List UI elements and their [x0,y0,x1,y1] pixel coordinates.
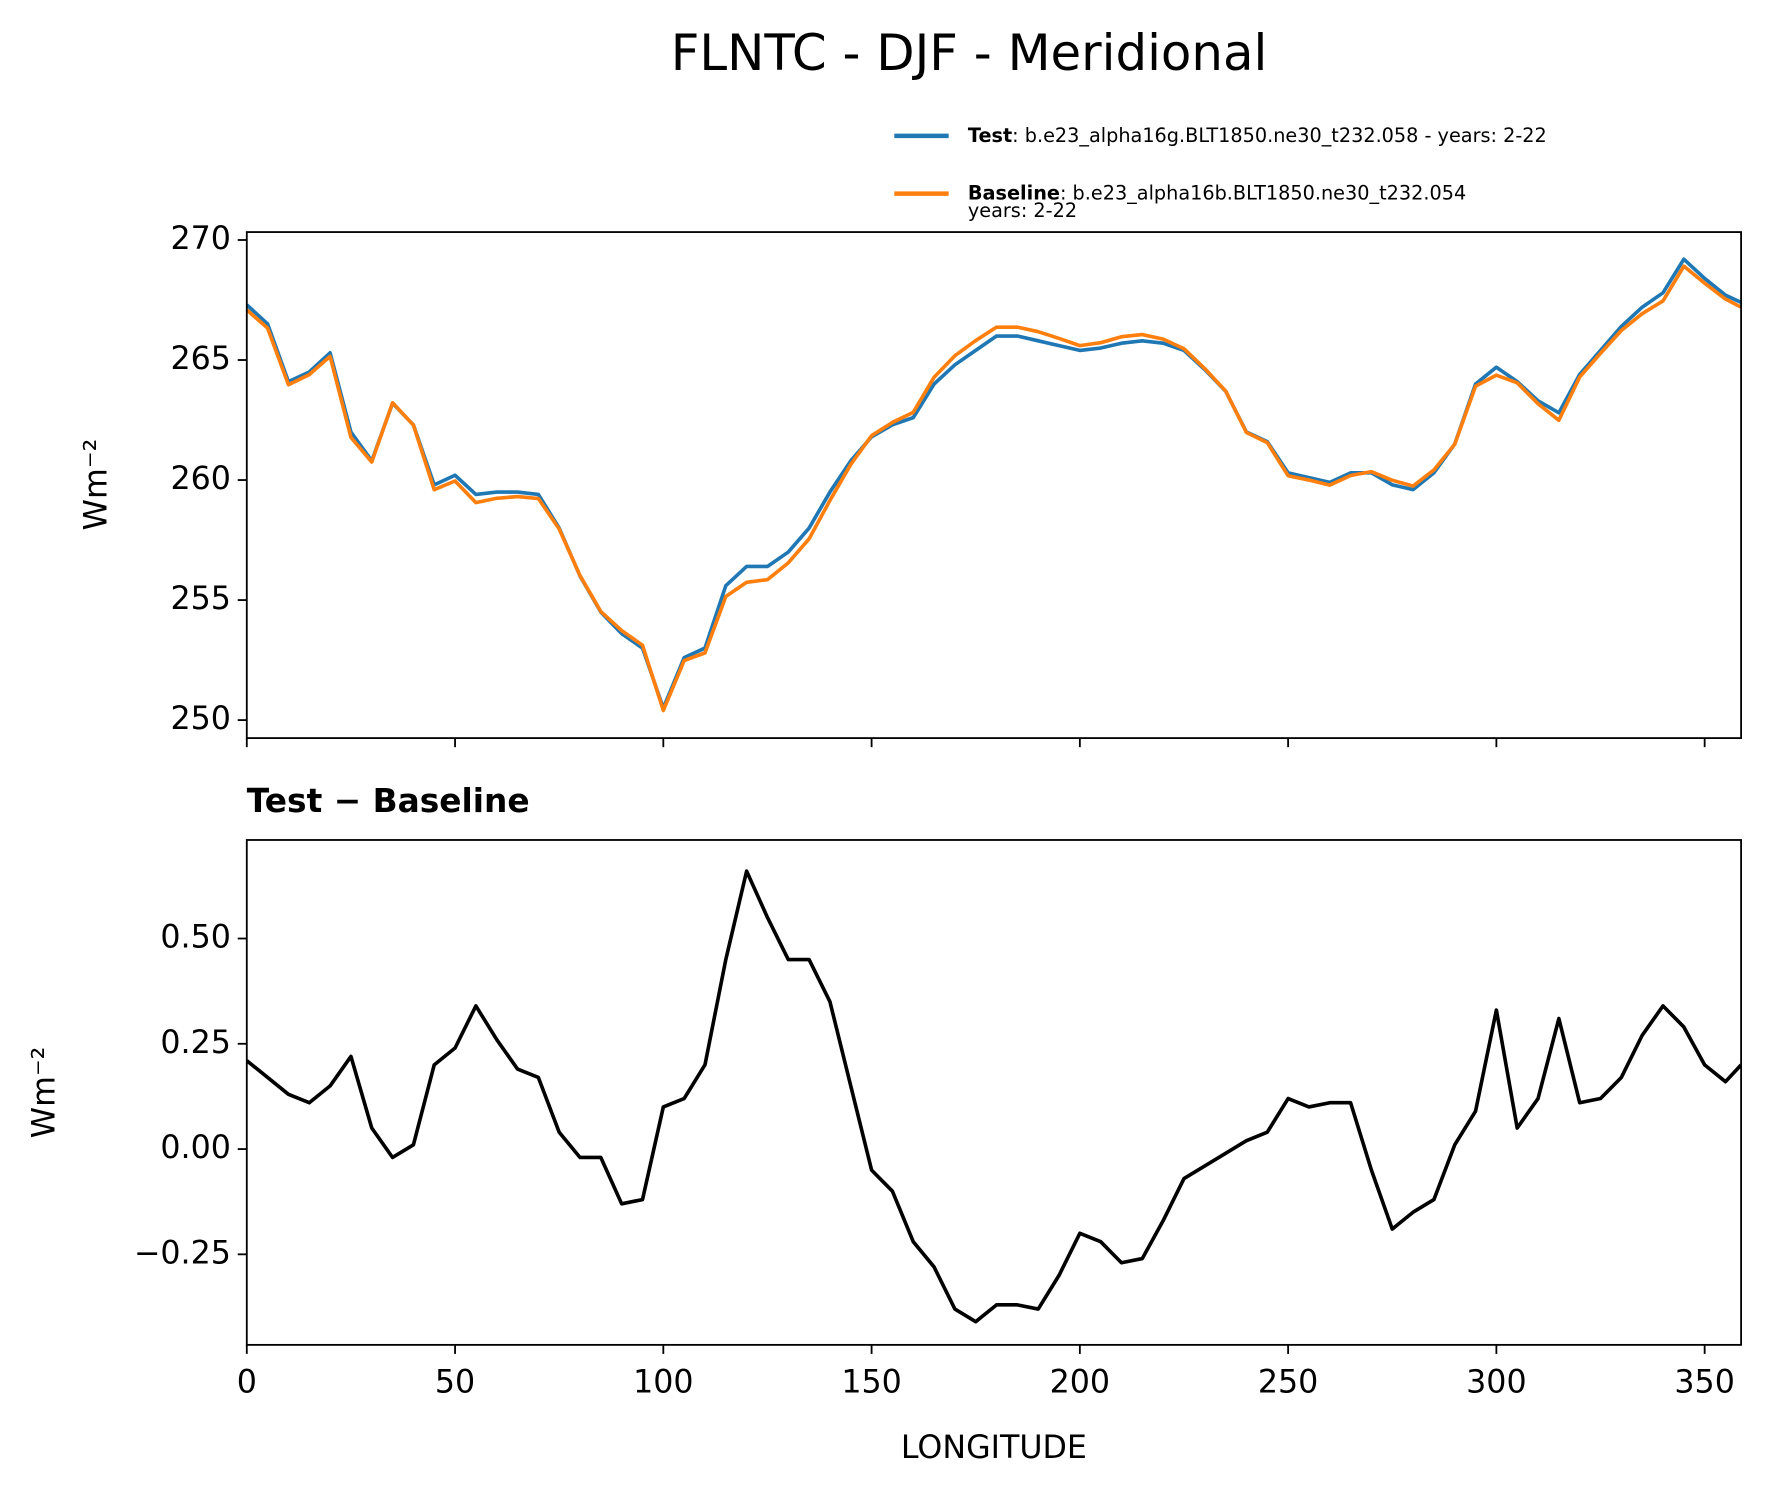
data-line [246,869,1742,1324]
y-tick-label: 0.00 [160,1130,231,1166]
legend-label: Test: b.e23_alpha16g.BLT1850.ne30_t232.0… [968,123,1547,146]
x-tick-label: 50 [435,1364,475,1400]
chart-title: FLNTC - DJF - Meridional [671,24,1268,82]
x-axis-label: LONGITUDE [901,1430,1087,1466]
plot-area [246,869,1742,1324]
legend-description: years: 2-22 [968,199,1077,222]
x-tick-label: 150 [841,1364,901,1400]
x-tick-label: 300 [1466,1364,1526,1400]
y-tick-label: −0.25 [134,1235,231,1271]
plot-area [246,257,1742,713]
data-line [246,257,1742,710]
legend-label: Baseline: b.e23_alpha16b.BLT1850.ne30_t2… [968,181,1466,204]
x-tick-label: 250 [1258,1364,1318,1400]
y-tick-label: 260 [170,461,230,497]
axes-frame [245,231,1742,740]
y-tick-label: 0.50 [160,920,231,956]
y-axis-label: Wm⁻² [26,1047,62,1139]
data-line [246,264,1742,713]
legend-description: : b.e23_alpha16g.BLT1850.ne30_t232.058 -… [1012,123,1547,146]
x-tick-label: 350 [1674,1364,1734,1400]
y-tick-label: 270 [170,221,230,257]
x-tick-label: 100 [633,1364,693,1400]
y-tick-label: 255 [170,581,230,617]
legend-description: : b.e23_alpha16b.BLT1850.ne30_t232.054 [1060,181,1466,204]
y-tick-label: 0.25 [160,1025,231,1061]
y-tick-label: 265 [170,341,230,377]
x-tick-label: 200 [1050,1364,1110,1400]
axes-frame [245,839,1742,1346]
x-tick-label: 0 [237,1364,257,1400]
y-axis-label: Wm⁻² [78,439,114,531]
legend-name: Test [968,123,1012,146]
subplot-title: Test − Baseline [247,782,530,820]
y-tick-label: 250 [170,701,230,737]
legend-name: Baseline [968,181,1060,204]
